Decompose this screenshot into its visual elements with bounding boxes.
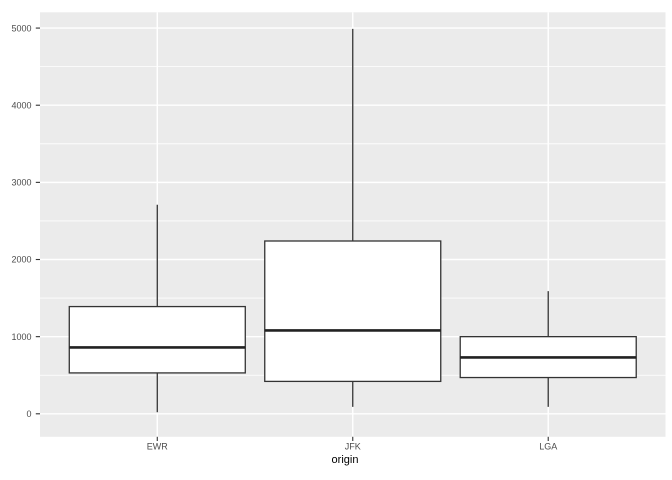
y-tick-label-4000: 4000	[11, 100, 31, 110]
y-tick-label-5000: 5000	[11, 23, 31, 33]
y-tick-label-3000: 3000	[11, 178, 31, 188]
x-tick-label-EWR: EWR	[147, 442, 168, 452]
x-tick-label-LGA: LGA	[539, 442, 557, 452]
y-tick-label-2000: 2000	[11, 255, 31, 265]
x-tick-label-JFK: JFK	[345, 442, 361, 452]
boxplot-EWR-box	[68, 305, 246, 374]
x-axis-title: origin	[331, 454, 359, 466]
boxplot-JFK-box	[264, 240, 442, 383]
y-tick-label-0: 0	[26, 409, 31, 419]
y-tick-label-1000: 1000	[11, 332, 31, 342]
